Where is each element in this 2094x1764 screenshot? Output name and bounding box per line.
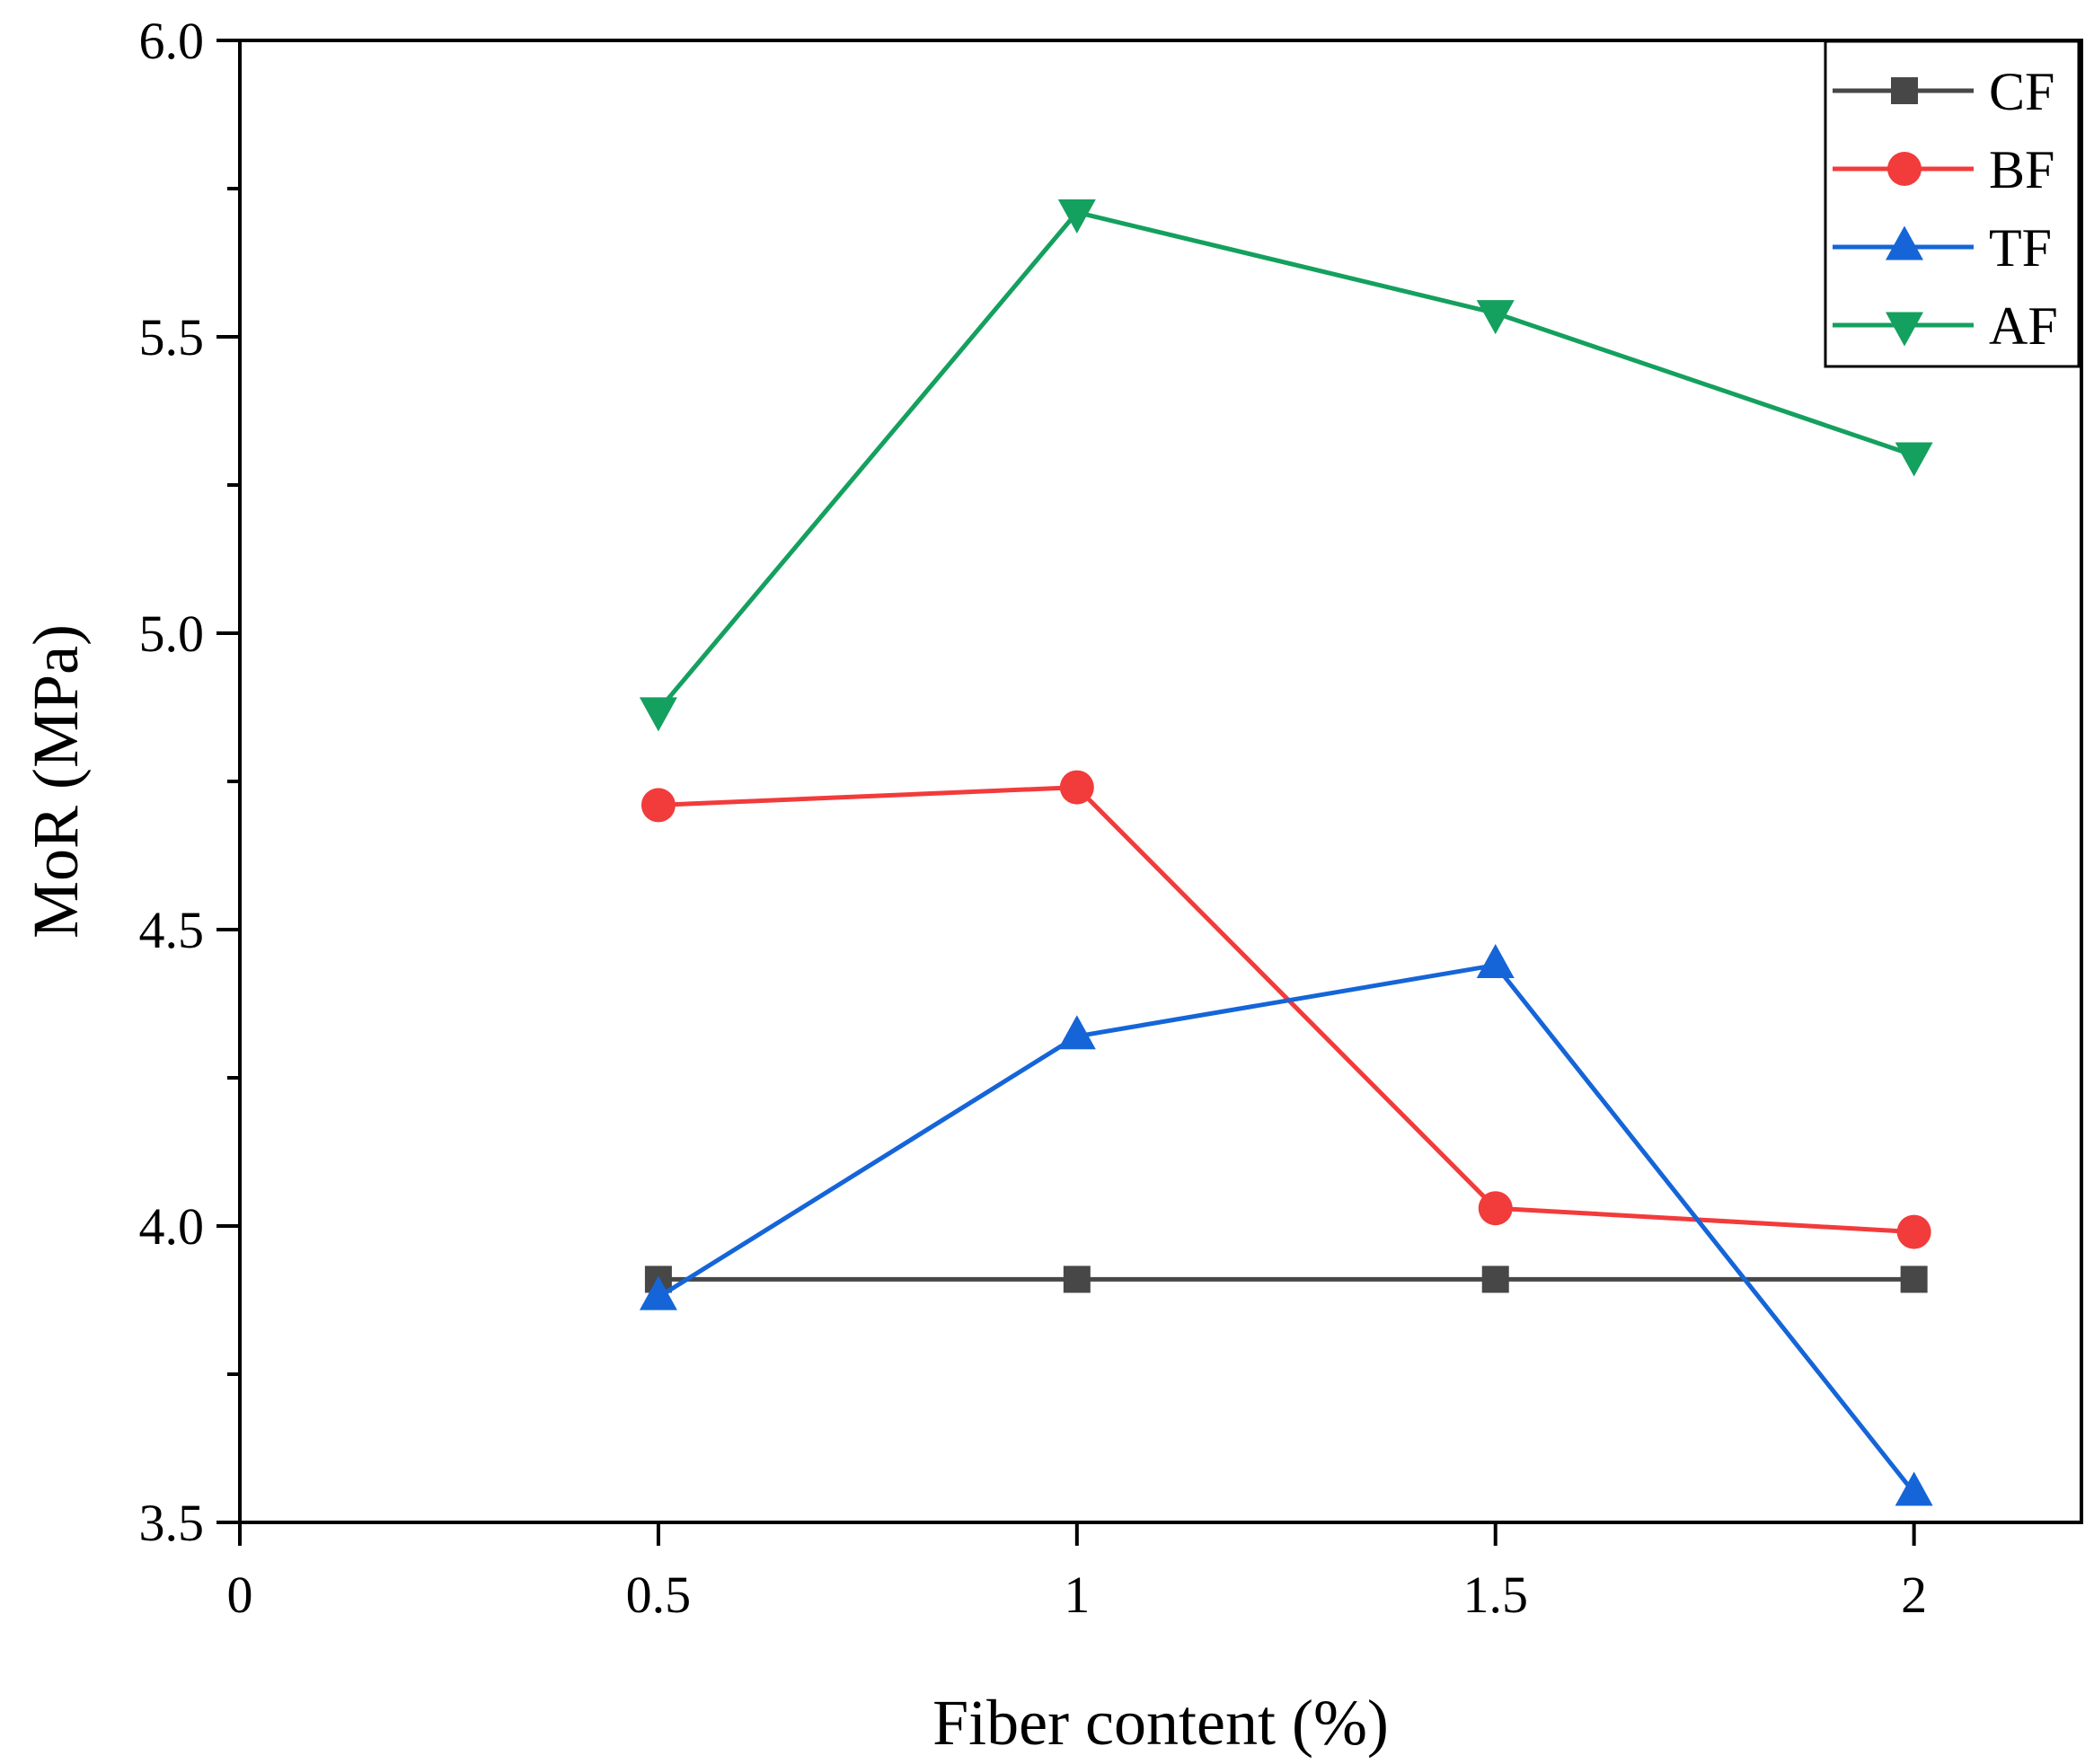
legend: CF BF TF AF: [1824, 40, 2081, 368]
data-point-tf: [639, 1275, 677, 1310]
data-point-cf: [1063, 1266, 1091, 1293]
legend-label: CF: [1989, 62, 2054, 121]
axis-ticks: [216, 39, 1916, 1546]
series-bf: [641, 770, 1931, 1249]
data-point-bf: [1896, 1214, 1931, 1249]
series-af: [639, 198, 1933, 732]
x-tick-label: 1.5: [1462, 1566, 1528, 1624]
legend-item-bf: BF: [1833, 140, 2054, 199]
data-point-bf: [1059, 770, 1094, 805]
y-tick-label: 6.0: [139, 12, 205, 70]
x-tick-label: 0.5: [626, 1566, 692, 1624]
data-point-af: [1895, 442, 1933, 477]
y-tick-label: 4.5: [139, 901, 205, 959]
legend-marker-tf: [1886, 225, 1923, 260]
y-tick-label: 5.5: [139, 308, 205, 366]
y-tick-label: 5.0: [139, 604, 205, 663]
data-point-af: [1476, 300, 1515, 335]
y-tick-label: 3.5: [139, 1494, 205, 1552]
x-axis-title: Fiber content (%): [932, 1687, 1389, 1759]
legend-marker-af: [1886, 312, 1923, 347]
data-point-af: [1057, 198, 1096, 234]
legend-item-cf: CF: [1833, 62, 2054, 121]
data-point-af: [639, 697, 677, 732]
y-minor-ticks: [227, 187, 240, 1376]
series-line-bf: [658, 785, 1914, 1235]
series-line-af: [656, 209, 1915, 712]
data-point-tf: [1476, 944, 1515, 979]
data-point-tf: [1057, 1015, 1096, 1050]
legend-label: AF: [1989, 296, 2058, 356]
series-tf: [639, 944, 1933, 1506]
x-tick-label: 2: [1901, 1566, 1927, 1624]
data-point-cf: [1900, 1266, 1928, 1293]
series-cf: [644, 1266, 1928, 1293]
data-point-bf: [641, 788, 676, 823]
legend-label: BF: [1989, 140, 2054, 199]
legend-item-af: AF: [1833, 296, 2058, 356]
legend-marker-cf: [1891, 77, 1918, 104]
y-axis-title: MoR (MPa): [20, 624, 92, 939]
legend-box: [1824, 40, 2081, 368]
plot-frame: [238, 39, 2083, 1524]
data-point-cf: [1481, 1266, 1509, 1293]
series-line-tf: [657, 963, 1916, 1495]
series-layer: [639, 198, 1933, 1506]
legend-item-tf: TF: [1833, 218, 2052, 278]
tick-labels: 0 0.5 1 1.5 2 3.5 4.0 4.5 5.0 5.5 6.0: [139, 12, 1928, 1624]
y-tick-label: 4.0: [139, 1197, 205, 1256]
data-point-bf: [1478, 1191, 1513, 1226]
legend-marker-bf: [1887, 152, 1922, 186]
data-point-tf: [1895, 1471, 1933, 1506]
legend-label: TF: [1989, 218, 2052, 278]
x-tick-label: 1: [1064, 1566, 1090, 1624]
x-tick-label: 0: [227, 1566, 253, 1624]
